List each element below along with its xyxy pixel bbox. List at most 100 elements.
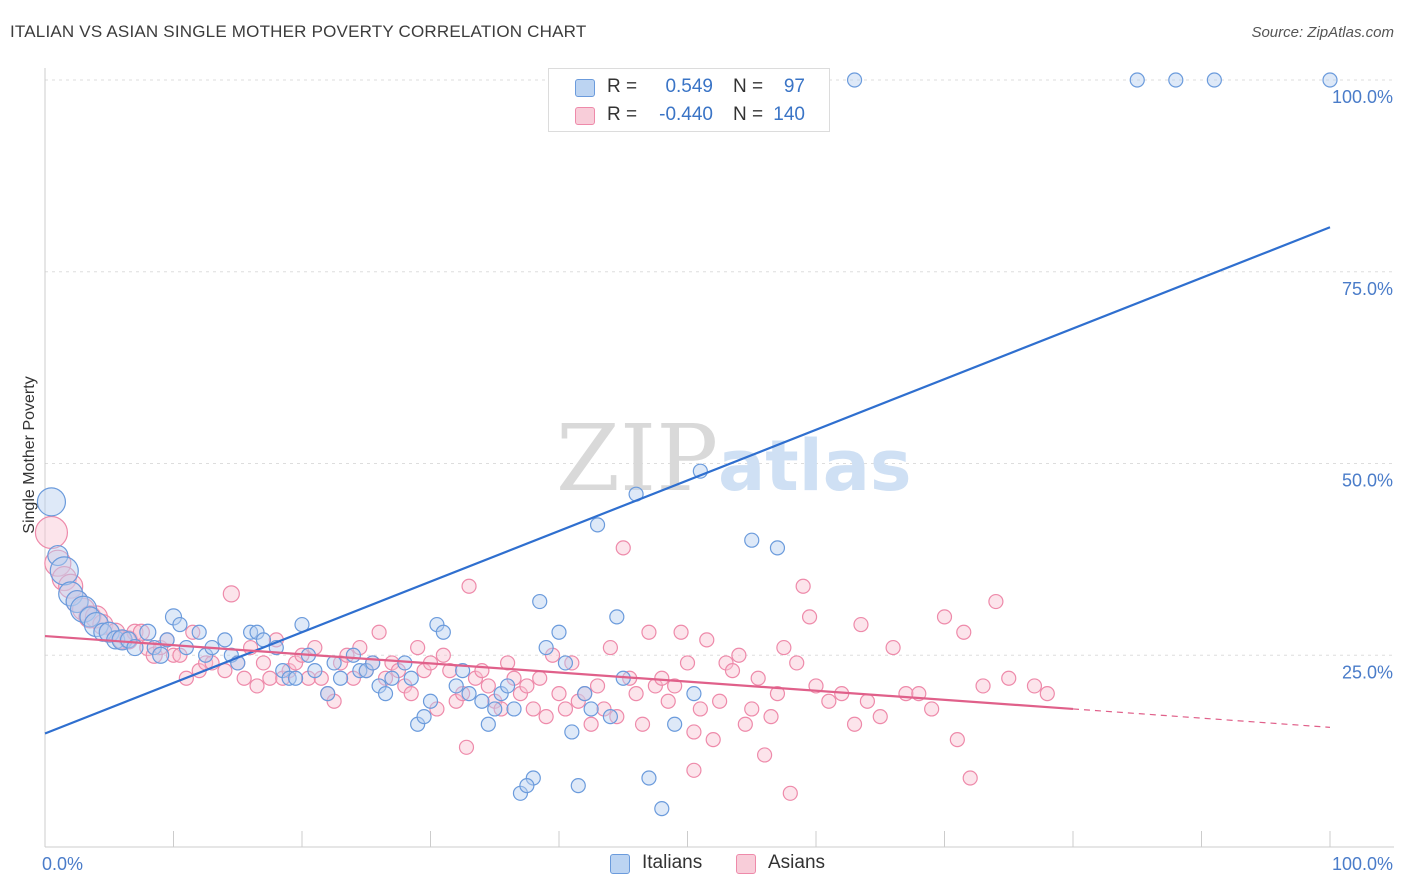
- axes: [44, 68, 1394, 848]
- asian-point: [34, 515, 69, 550]
- asian-point: [641, 624, 657, 640]
- asian-point: [589, 678, 606, 694]
- asian-point: [435, 647, 451, 663]
- italian-point: [480, 716, 496, 732]
- asian-point: [403, 685, 419, 702]
- correlation-legend: R = 0.549 N = 97 R = -0.440 N = 140: [548, 68, 830, 132]
- asian-point: [1039, 685, 1055, 702]
- x-tick-label: 0.0%: [42, 854, 83, 874]
- italian-point: [403, 670, 419, 686]
- asian-point: [821, 693, 837, 709]
- asian-point: [1026, 678, 1043, 694]
- italian-point: [461, 685, 477, 702]
- asian-point: [846, 716, 863, 732]
- italian-point: [384, 670, 400, 686]
- italians-legend-label: Italians: [642, 852, 703, 873]
- italian-point: [474, 693, 490, 709]
- asian-point: [673, 624, 689, 640]
- italian-point: [1322, 72, 1338, 88]
- italian-point: [326, 655, 342, 671]
- asian-point: [58, 573, 84, 599]
- asian-point: [956, 624, 972, 640]
- italian-point: [178, 639, 194, 656]
- italian-point: [564, 724, 580, 740]
- asian-point: [660, 693, 676, 709]
- italian-point: [287, 670, 304, 686]
- x-tick-label: 100.0%: [1332, 854, 1393, 874]
- asian-point: [532, 670, 548, 686]
- italians-trend-line: [44, 226, 1331, 735]
- asian-point: [442, 662, 458, 679]
- italians-r-label: R =: [607, 76, 638, 97]
- asian-point: [975, 678, 991, 694]
- asian-point: [872, 709, 888, 725]
- asian-point: [731, 647, 747, 663]
- asians-trend-extension: [1072, 708, 1331, 728]
- asians-n-value: 140: [773, 104, 805, 125]
- italian-point: [1206, 72, 1222, 88]
- italian-point: [654, 801, 670, 817]
- asian-point: [795, 578, 811, 594]
- asian-point: [615, 540, 631, 556]
- asian-point: [692, 701, 708, 717]
- italian-point: [422, 693, 439, 709]
- asian-point: [737, 716, 753, 732]
- y-tick-label: 25.0%: [1342, 662, 1393, 682]
- asians-trend-line: [44, 634, 1074, 711]
- asian-point: [750, 670, 766, 686]
- asian-point: [724, 662, 741, 679]
- italian-point: [47, 544, 69, 567]
- chart-title: ITALIAN VS ASIAN SINGLE MOTHER POVERTY C…: [10, 22, 587, 41]
- italian-point: [455, 662, 471, 679]
- trend-lines: [44, 226, 1331, 735]
- italian-point: [1129, 72, 1145, 88]
- italians-swatch: [575, 79, 595, 97]
- italian-point: [500, 678, 516, 694]
- asian-point: [236, 670, 252, 686]
- italian-point: [577, 685, 593, 702]
- italian-point: [641, 770, 657, 786]
- grid-lines: [45, 79, 1395, 656]
- asian-point: [519, 678, 535, 694]
- tick-labels: 25.0% 50.0% 75.0% 100.0% 0.0% 100.0%: [42, 87, 1393, 874]
- asian-point: [801, 609, 818, 625]
- watermark-zip: ZIP: [556, 405, 718, 512]
- italian-point: [557, 655, 574, 671]
- italian-point: [589, 517, 606, 533]
- italian-point: [1168, 72, 1184, 88]
- asian-point: [1001, 670, 1017, 686]
- italian-point: [416, 709, 432, 725]
- asian-point: [132, 623, 150, 641]
- italian-point: [846, 72, 863, 88]
- italians-r-value: 0.549: [665, 76, 713, 97]
- asian-point: [255, 655, 272, 671]
- asian-point: [763, 709, 779, 725]
- asian-point: [222, 585, 240, 603]
- italian-point: [191, 624, 207, 640]
- asians-points: [34, 515, 1055, 801]
- italian-point: [487, 701, 503, 717]
- asian-point: [583, 716, 599, 732]
- italian-point: [551, 624, 567, 640]
- asians-r-label: R =: [607, 104, 638, 125]
- asian-point: [557, 701, 574, 717]
- italian-point: [583, 701, 599, 717]
- asians-legend-label: Asians: [768, 852, 826, 873]
- asian-point: [525, 701, 541, 717]
- asian-point: [538, 709, 554, 725]
- italian-point: [172, 616, 188, 633]
- asian-point: [885, 639, 901, 656]
- y-tick-label: 50.0%: [1342, 471, 1393, 491]
- italian-point: [332, 670, 349, 686]
- asian-point: [458, 739, 475, 755]
- italian-point: [448, 678, 464, 694]
- italian-point: [532, 593, 548, 610]
- asian-point: [744, 701, 760, 717]
- italian-point: [667, 716, 683, 732]
- italian-point: [686, 685, 702, 702]
- asian-point: [654, 670, 670, 686]
- y-tick-label: 100.0%: [1332, 87, 1393, 107]
- asian-point: [782, 785, 798, 801]
- asian-point: [712, 693, 728, 709]
